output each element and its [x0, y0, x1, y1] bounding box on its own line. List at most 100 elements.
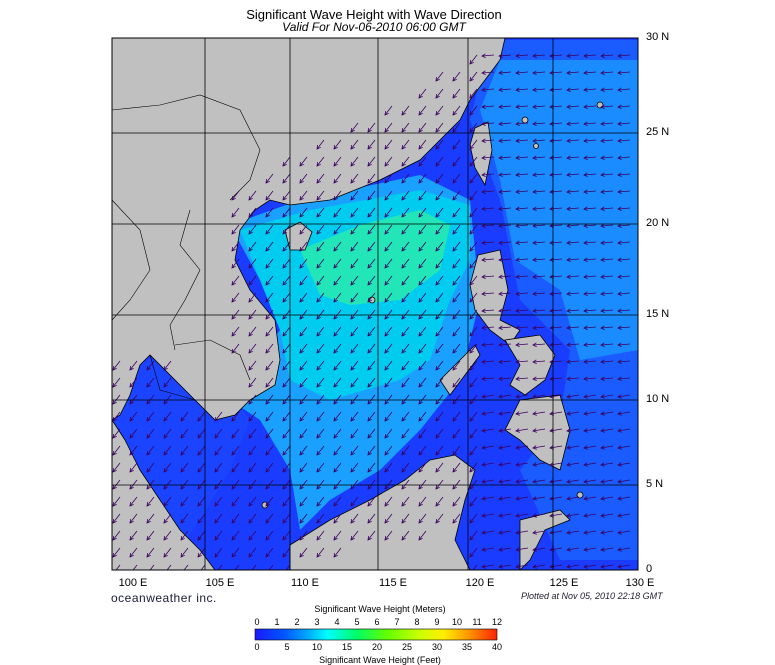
colorbar-meter-tick: 4: [334, 617, 340, 627]
direction-arrow: [180, 462, 189, 473]
direction-arrowhead: [248, 433, 253, 439]
direction-arrowhead: [532, 428, 537, 433]
direction-arrowhead: [617, 394, 622, 399]
direction-arrow: [435, 292, 444, 303]
direction-arrowhead: [452, 297, 457, 303]
direction-arrow: [617, 343, 631, 346]
direction-arrow: [367, 462, 376, 473]
direction-arrow: [481, 258, 495, 261]
direction-arrowhead: [248, 263, 253, 269]
direction-arrow: [583, 445, 597, 449]
direction-arrow: [515, 547, 529, 551]
direction-arrowhead: [367, 467, 372, 473]
land-palawan: [439, 344, 481, 396]
direction-arrowhead: [469, 178, 474, 184]
direction-arrowhead: [532, 411, 537, 416]
direction-arrow: [112, 394, 121, 405]
direction-arrow: [299, 224, 308, 235]
direction-arrowhead: [384, 314, 389, 320]
direction-arrowhead: [146, 399, 151, 405]
direction-arrowhead: [197, 501, 202, 507]
direction-arrow: [583, 105, 597, 108]
direction-arrowhead: [112, 382, 117, 388]
direction-arrowhead: [350, 229, 355, 235]
direction-arrowhead: [435, 110, 440, 116]
direction-arrowhead: [532, 513, 537, 518]
direction-arrowhead: [566, 359, 571, 364]
direction-arrowhead: [452, 127, 457, 133]
direction-arrowhead: [583, 189, 588, 194]
direction-arrowhead: [316, 433, 321, 439]
direction-arrow: [401, 207, 410, 218]
direction-arrow: [469, 496, 478, 507]
direction-arrowhead: [532, 359, 537, 364]
direction-arrow: [248, 360, 257, 371]
direction-arrow: [452, 156, 461, 167]
direction-arrowhead: [384, 144, 389, 150]
direction-arrowhead: [435, 229, 440, 235]
direction-arrowhead: [515, 104, 520, 109]
direction-arrow: [333, 190, 342, 201]
direction-arrowhead: [566, 496, 571, 501]
direction-arrow: [367, 513, 376, 524]
direction-arrowhead: [418, 501, 423, 507]
land-hainan: [284, 221, 313, 251]
direction-arrowhead: [452, 331, 457, 337]
direction-arrow: [515, 326, 529, 329]
direction-arrow: [452, 411, 461, 422]
direction-arrowhead: [418, 331, 423, 337]
direction-arrowhead: [401, 518, 406, 524]
direction-arrowhead: [112, 365, 117, 371]
direction-arrowhead: [316, 518, 321, 524]
direction-arrowhead: [515, 496, 520, 501]
direction-arrowhead: [316, 331, 321, 337]
brand-logo: oceanweather inc.: [111, 591, 217, 605]
direction-arrow: [112, 530, 121, 541]
direction-arrow: [452, 88, 461, 99]
direction-arrowhead: [481, 223, 486, 228]
direction-arrow: [532, 156, 546, 159]
direction-arrowhead: [282, 501, 287, 507]
direction-arrow: [600, 71, 614, 74]
direction-arrowhead: [469, 93, 474, 99]
direction-arrow: [265, 411, 274, 422]
direction-arrow: [566, 71, 580, 74]
direction-arrow: [282, 224, 291, 235]
direction-arrowhead: [299, 365, 304, 371]
direction-arrow: [481, 224, 495, 227]
direction-arrow: [282, 275, 291, 286]
direction-arrow: [498, 411, 512, 415]
direction-arrowhead: [566, 325, 571, 330]
direction-arrow: [299, 275, 308, 286]
direction-arrowhead: [401, 365, 406, 371]
direction-arrowhead: [299, 348, 304, 354]
direction-arrow: [418, 292, 427, 303]
direction-arrow: [231, 496, 240, 507]
direction-arrowhead: [299, 229, 304, 235]
direction-arrowhead: [498, 53, 503, 58]
direction-arrowhead: [418, 348, 423, 354]
direction-arrowhead: [566, 291, 571, 296]
direction-arrow: [435, 275, 444, 286]
direction-arrow: [384, 530, 393, 541]
direction-arrow: [617, 547, 631, 551]
direction-arrowhead: [231, 484, 236, 490]
direction-arrow: [384, 394, 393, 405]
direction-arrowhead: [198, 569, 199, 570]
direction-arrowhead: [214, 501, 219, 507]
direction-arrowhead: [316, 382, 321, 388]
direction-arrowhead: [265, 348, 270, 354]
direction-arrow: [515, 513, 529, 517]
direction-arrowhead: [299, 331, 304, 337]
direction-arrowhead: [566, 462, 571, 467]
direction-arrowhead: [532, 240, 537, 245]
direction-arrow: [401, 326, 410, 337]
direction-arrowhead: [566, 70, 571, 75]
direction-arrow: [384, 122, 393, 133]
direction-arrow: [617, 326, 631, 329]
direction-arrow: [498, 190, 512, 193]
direction-arrow: [333, 530, 342, 541]
direction-arrowhead: [384, 297, 389, 303]
direction-arrow: [566, 496, 580, 500]
direction-arrow: [401, 190, 410, 201]
